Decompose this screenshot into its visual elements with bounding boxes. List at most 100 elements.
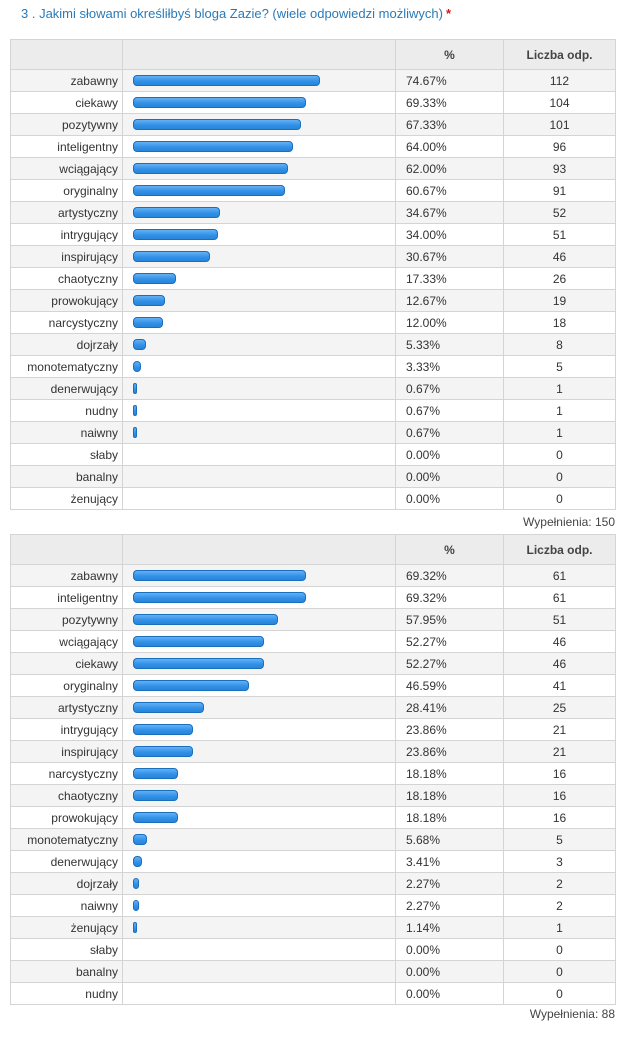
table-row: banalny 0.00% 0 — [10, 465, 616, 488]
count-value: 18 — [503, 311, 616, 334]
bar — [133, 75, 320, 86]
count-value: 0 — [503, 960, 616, 983]
bar — [133, 251, 210, 262]
table-row: ciekawy 69.33% 104 — [10, 91, 616, 114]
header-bar — [122, 39, 396, 70]
category-label: chaotyczny — [10, 784, 123, 807]
bar — [133, 229, 218, 240]
table-row: banalny 0.00% 0 — [10, 960, 616, 983]
bar — [133, 812, 178, 823]
percent-value: 52.27% — [395, 630, 504, 653]
table-row: inspirujący 23.86% 21 — [10, 740, 616, 763]
percent-value: 69.33% — [395, 91, 504, 114]
percent-value: 52.27% — [395, 652, 504, 675]
count-value: 0 — [503, 982, 616, 1005]
table-row: inteligentny 69.32% 61 — [10, 586, 616, 609]
bar-cell — [122, 179, 396, 202]
bar-cell — [122, 850, 396, 873]
category-label: denerwujący — [10, 850, 123, 873]
category-label: chaotyczny — [10, 267, 123, 290]
category-label: naiwny — [10, 421, 123, 444]
count-value: 21 — [503, 718, 616, 741]
percent-value: 18.18% — [395, 784, 504, 807]
percent-value: 0.67% — [395, 399, 504, 422]
percent-value: 28.41% — [395, 696, 504, 719]
percent-value: 0.00% — [395, 443, 504, 466]
category-label: narcystyczny — [10, 311, 123, 334]
table-row: artystyczny 28.41% 25 — [10, 696, 616, 719]
category-label: intrygujący — [10, 718, 123, 741]
table-row: artystyczny 34.67% 52 — [10, 201, 616, 224]
percent-value: 2.27% — [395, 872, 504, 895]
count-value: 21 — [503, 740, 616, 763]
table-row: naiwny 2.27% 2 — [10, 894, 616, 917]
header-label — [10, 534, 123, 565]
required-mark: * — [445, 6, 451, 21]
percent-value: 3.33% — [395, 355, 504, 378]
category-label: ciekawy — [10, 91, 123, 114]
count-value: 61 — [503, 564, 616, 587]
bar-cell — [122, 960, 396, 983]
table-row: zabawny 74.67% 112 — [10, 69, 616, 92]
count-value: 1 — [503, 399, 616, 422]
bar — [133, 592, 306, 603]
count-value: 25 — [503, 696, 616, 719]
bar-cell — [122, 157, 396, 180]
table-row: oryginalny 60.67% 91 — [10, 179, 616, 202]
count-value: 5 — [503, 355, 616, 378]
bar — [133, 361, 141, 372]
count-value: 41 — [503, 674, 616, 697]
fill-count-2: Wypełnienia: 88 — [529, 1007, 615, 1021]
table-row: inteligentny 64.00% 96 — [10, 135, 616, 158]
category-label: ciekawy — [10, 652, 123, 675]
percent-value: 57.95% — [395, 608, 504, 631]
category-label: wciągający — [10, 630, 123, 653]
bar-cell — [122, 696, 396, 719]
percent-value: 34.00% — [395, 223, 504, 246]
category-label: słaby — [10, 938, 123, 961]
count-value: 46 — [503, 630, 616, 653]
table-row: pozytywny 67.33% 101 — [10, 113, 616, 136]
bar — [133, 680, 249, 691]
table-row: nudny 0.00% 0 — [10, 982, 616, 1005]
category-label: zabawny — [10, 69, 123, 92]
count-value: 16 — [503, 762, 616, 785]
bar-cell — [122, 916, 396, 939]
category-label: naiwny — [10, 894, 123, 917]
header-percent: % — [395, 39, 504, 70]
category-label: prowokujący — [10, 806, 123, 829]
count-value: 51 — [503, 223, 616, 246]
bar-cell — [122, 718, 396, 741]
bar — [133, 834, 147, 845]
count-value: 16 — [503, 784, 616, 807]
count-value: 91 — [503, 179, 616, 202]
table-row: ciekawy 52.27% 46 — [10, 652, 616, 675]
category-label: słaby — [10, 443, 123, 466]
bar — [133, 614, 278, 625]
bar — [133, 185, 285, 196]
percent-value: 30.67% — [395, 245, 504, 268]
bar — [133, 658, 264, 669]
percent-value: 0.00% — [395, 465, 504, 488]
bar-cell — [122, 355, 396, 378]
bar-cell — [122, 311, 396, 334]
bar — [133, 339, 146, 350]
category-label: banalny — [10, 960, 123, 983]
bar-cell — [122, 267, 396, 290]
bar — [133, 636, 264, 647]
bar-cell — [122, 421, 396, 444]
fill-count-1: Wypełnienia: 150 — [523, 515, 615, 529]
table-row: narcystyczny 12.00% 18 — [10, 311, 616, 334]
bar-cell — [122, 630, 396, 653]
table-row: żenujący 1.14% 1 — [10, 916, 616, 939]
bar-cell — [122, 487, 396, 510]
percent-value: 0.67% — [395, 377, 504, 400]
percent-value: 1.14% — [395, 916, 504, 939]
bar — [133, 97, 306, 108]
category-label: prowokujący — [10, 289, 123, 312]
percent-value: 17.33% — [395, 267, 504, 290]
bar — [133, 273, 176, 284]
bar-cell — [122, 91, 396, 114]
count-value: 93 — [503, 157, 616, 180]
count-value: 46 — [503, 245, 616, 268]
